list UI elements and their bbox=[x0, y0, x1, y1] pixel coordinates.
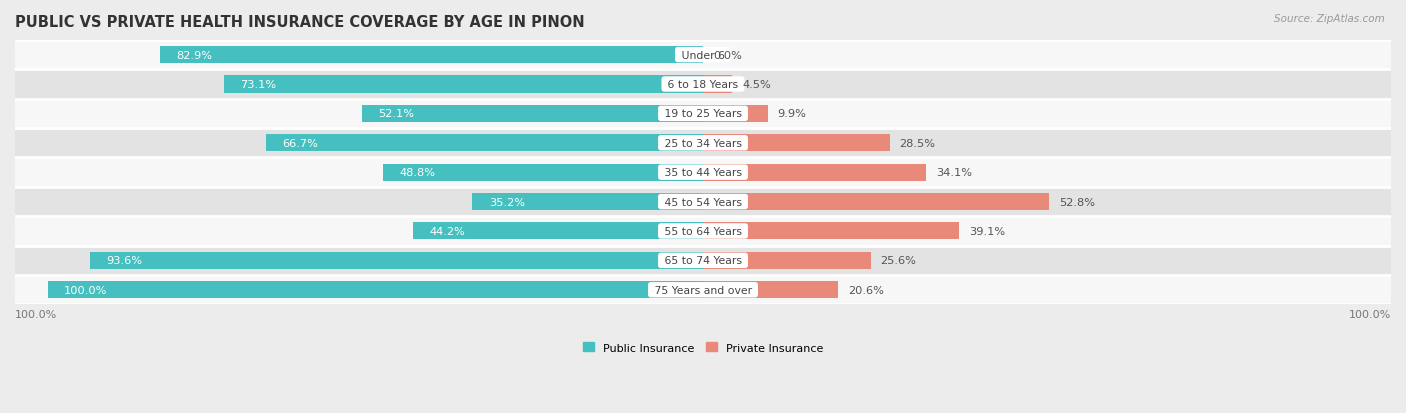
Text: 35 to 44 Years: 35 to 44 Years bbox=[661, 168, 745, 178]
Text: 100.0%: 100.0% bbox=[15, 309, 58, 319]
Bar bbox=[384, 164, 703, 181]
Text: 28.5%: 28.5% bbox=[900, 138, 935, 148]
Text: 45 to 54 Years: 45 to 54 Years bbox=[661, 197, 745, 207]
Text: 9.9%: 9.9% bbox=[778, 109, 807, 119]
Text: 55 to 64 Years: 55 to 64 Years bbox=[661, 226, 745, 236]
Bar bbox=[15, 188, 1391, 217]
Bar bbox=[703, 164, 927, 181]
Text: Under 6: Under 6 bbox=[678, 50, 728, 60]
Bar bbox=[15, 246, 1391, 275]
Text: 52.8%: 52.8% bbox=[1059, 197, 1095, 207]
Text: 0.0%: 0.0% bbox=[713, 50, 742, 60]
Text: PUBLIC VS PRIVATE HEALTH INSURANCE COVERAGE BY AGE IN PINON: PUBLIC VS PRIVATE HEALTH INSURANCE COVER… bbox=[15, 15, 585, 30]
Bar bbox=[15, 129, 1391, 158]
Bar bbox=[90, 252, 703, 269]
Text: 75 Years and over: 75 Years and over bbox=[651, 285, 755, 295]
Bar bbox=[703, 194, 1049, 211]
Text: 25.6%: 25.6% bbox=[880, 256, 917, 266]
Text: 100.0%: 100.0% bbox=[1348, 309, 1391, 319]
Text: 65 to 74 Years: 65 to 74 Years bbox=[661, 256, 745, 266]
Bar bbox=[15, 158, 1391, 188]
Bar bbox=[15, 100, 1391, 129]
Text: 6 to 18 Years: 6 to 18 Years bbox=[664, 80, 742, 90]
Bar bbox=[703, 223, 959, 240]
Text: 82.9%: 82.9% bbox=[176, 50, 212, 60]
Text: 52.1%: 52.1% bbox=[378, 109, 413, 119]
Bar bbox=[703, 282, 838, 299]
Bar bbox=[472, 194, 703, 211]
Bar bbox=[224, 76, 703, 93]
Text: 48.8%: 48.8% bbox=[399, 168, 436, 178]
Text: 44.2%: 44.2% bbox=[430, 226, 465, 236]
Legend: Public Insurance, Private Insurance: Public Insurance, Private Insurance bbox=[579, 338, 827, 357]
Bar bbox=[266, 135, 703, 152]
Text: 66.7%: 66.7% bbox=[283, 138, 318, 148]
Text: 4.5%: 4.5% bbox=[742, 80, 770, 90]
Text: 93.6%: 93.6% bbox=[105, 256, 142, 266]
Text: 20.6%: 20.6% bbox=[848, 285, 884, 295]
Bar bbox=[15, 275, 1391, 305]
Bar bbox=[48, 282, 703, 299]
Text: 39.1%: 39.1% bbox=[969, 226, 1005, 236]
Bar bbox=[15, 41, 1391, 70]
Bar bbox=[413, 223, 703, 240]
Bar bbox=[703, 252, 870, 269]
Bar bbox=[703, 76, 733, 93]
Bar bbox=[361, 106, 703, 123]
Text: 25 to 34 Years: 25 to 34 Years bbox=[661, 138, 745, 148]
Bar bbox=[703, 106, 768, 123]
Bar bbox=[15, 217, 1391, 246]
Bar bbox=[15, 70, 1391, 100]
Bar bbox=[160, 47, 703, 64]
Text: 73.1%: 73.1% bbox=[240, 80, 277, 90]
Text: 100.0%: 100.0% bbox=[65, 285, 107, 295]
Text: Source: ZipAtlas.com: Source: ZipAtlas.com bbox=[1274, 14, 1385, 24]
Text: 19 to 25 Years: 19 to 25 Years bbox=[661, 109, 745, 119]
Text: 34.1%: 34.1% bbox=[936, 168, 973, 178]
Text: 35.2%: 35.2% bbox=[489, 197, 524, 207]
Bar bbox=[703, 135, 890, 152]
